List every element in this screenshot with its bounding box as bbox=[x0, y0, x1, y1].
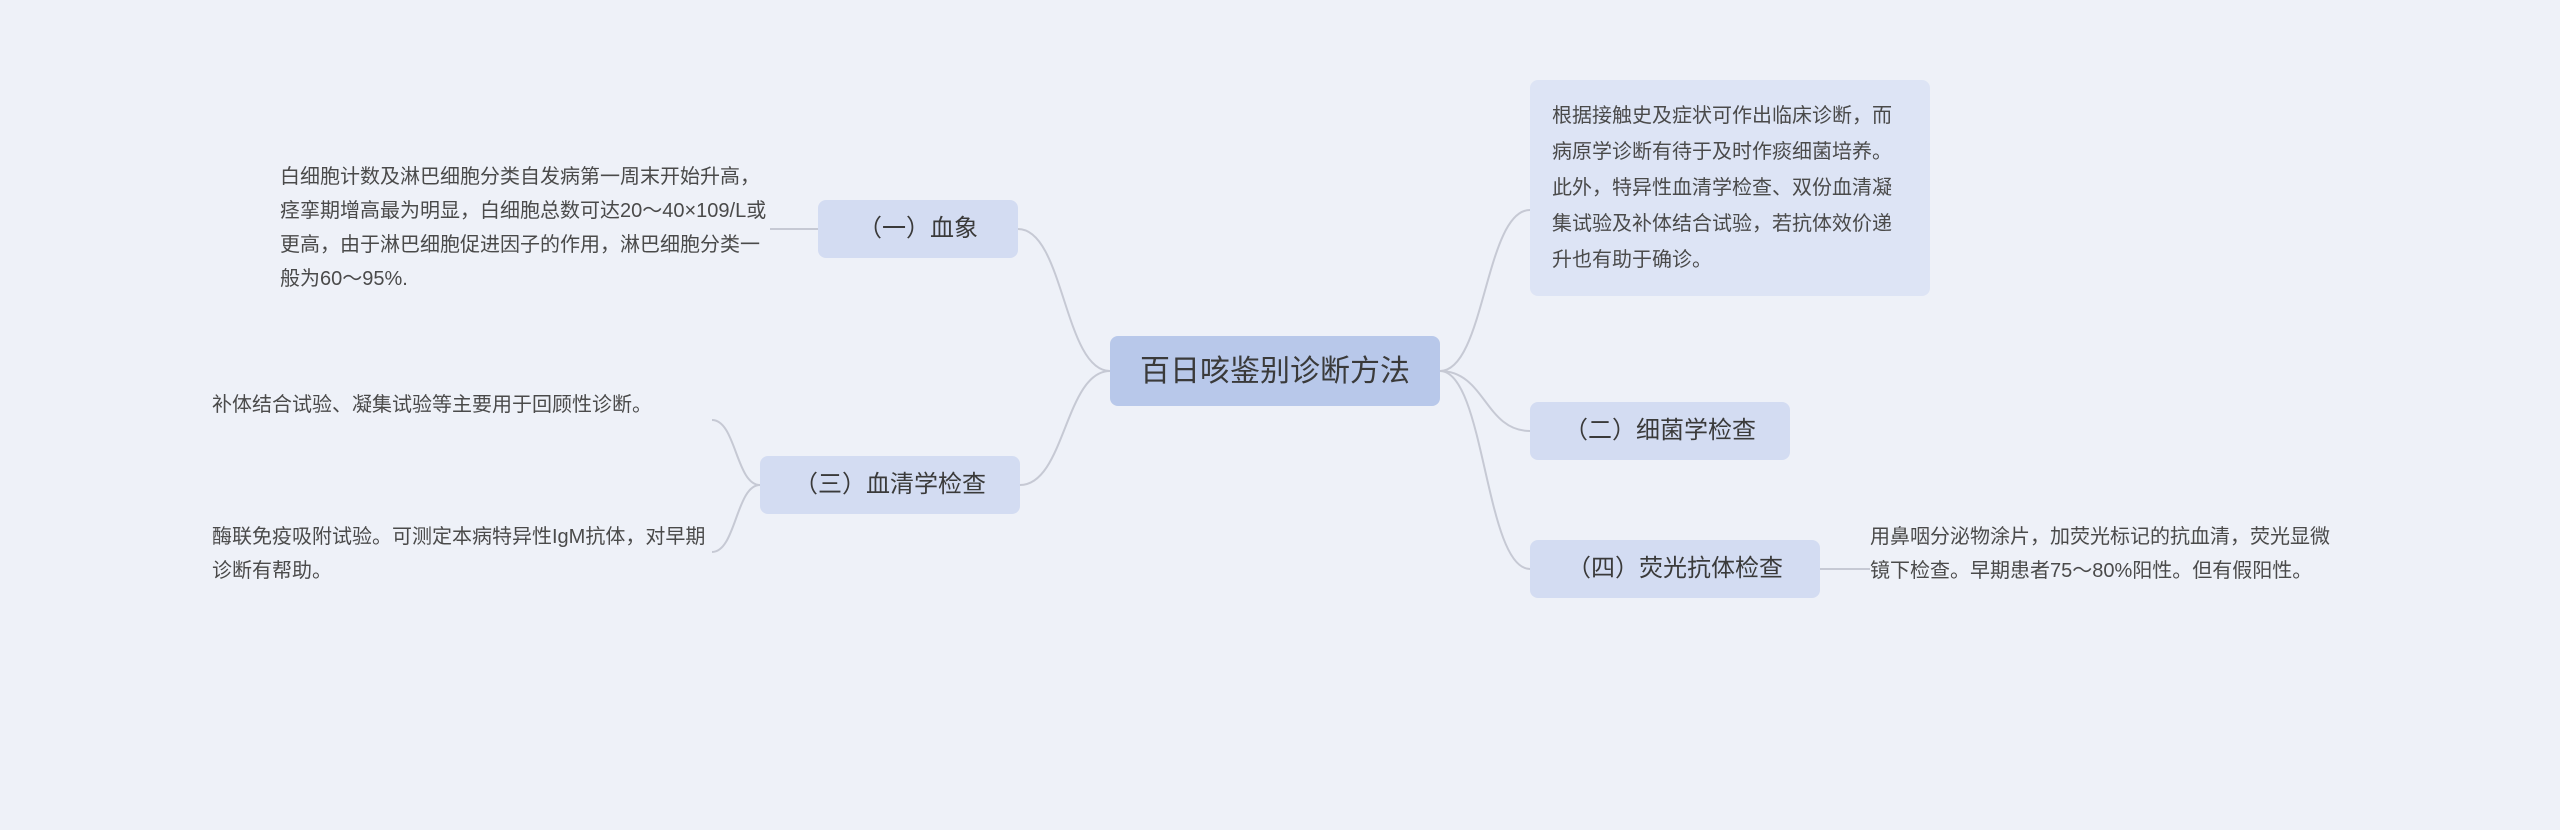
connector bbox=[1018, 229, 1110, 371]
branch-blood-picture: （一）血象 bbox=[818, 200, 1018, 258]
branch-serology: （三）血清学检查 bbox=[760, 456, 1020, 514]
root-node: 百日咳鉴别诊断方法 bbox=[1110, 336, 1440, 406]
branch-fluorescent-antibody: （四）荧光抗体检查 bbox=[1530, 540, 1820, 598]
connector bbox=[712, 420, 760, 485]
connector bbox=[712, 485, 760, 552]
leaf-clinical-diagnosis-box: 根据接触史及症状可作出临床诊断，而病原学诊断有待于及时作痰细菌培养。此外，特异性… bbox=[1530, 80, 1930, 296]
leaf-serology-elisa: 酶联免疫吸附试验。可测定本病特异性IgM抗体，对早期诊断有帮助。 bbox=[212, 520, 712, 588]
connector bbox=[1440, 371, 1530, 569]
leaf-blood-picture-detail: 白细胞计数及淋巴细胞分类自发病第一周末开始升高，痉挛期增高最为明显，白细胞总数可… bbox=[280, 160, 770, 296]
connector bbox=[1440, 210, 1530, 371]
branch-bacteriology: （二）细菌学检查 bbox=[1530, 402, 1790, 460]
leaf-fluorescent-detail: 用鼻咽分泌物涂片，加荧光标记的抗血清，荧光显微镜下检查。早期患者75～80%阳性… bbox=[1870, 520, 2340, 588]
connector bbox=[1440, 371, 1530, 431]
leaf-serology-complement: 补体结合试验、凝集试验等主要用于回顾性诊断。 bbox=[212, 388, 712, 422]
connector bbox=[1020, 371, 1110, 485]
